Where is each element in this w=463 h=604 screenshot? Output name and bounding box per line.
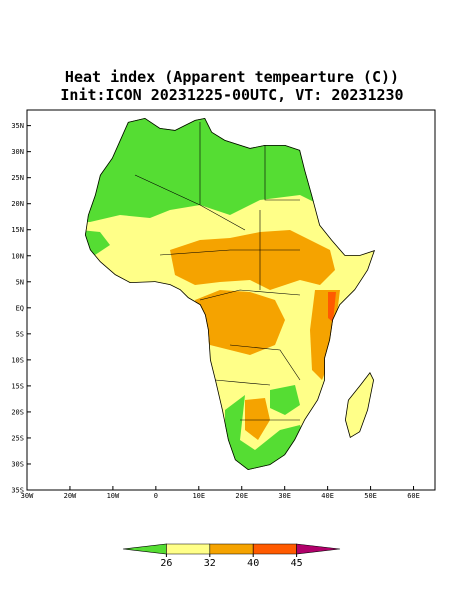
y-tick-label: 15S [11,382,24,390]
title: Heat index (Apparent tempearture (C)) [65,68,399,86]
x-tick-label: 40E [321,492,334,500]
colorbar-swatch [122,543,167,555]
subtitle: Init:ICON 20231225-00UTC, VT: 20231230 [60,86,403,104]
x-tick-label: 50E [364,492,377,500]
x-tick-label: 20E [235,492,248,500]
colorbar-tick-label: 45 [291,558,303,569]
y-tick-label: 10N [11,252,24,260]
x-tick-label: 10W [107,492,120,500]
y-tick-label: 10S [11,356,24,364]
y-tick-label: 30N [11,148,24,156]
colorbar-tick-label: 26 [160,558,172,569]
colorbar-tick-label: 40 [247,558,259,569]
colorbar: 26 32 40 45 [122,543,341,569]
y-tick-label: 5N [16,278,24,286]
y-tick-label: EQ [16,304,24,312]
x-tick-label: 10E [192,492,205,500]
y-tick-label: 20N [11,200,24,208]
x-tick-label: 20W [64,492,77,500]
borders [134,122,301,421]
y-tick-label: 30S [11,460,24,468]
colorbar-swatch [209,543,254,555]
field-green [270,385,300,415]
y-tick-label: 25N [11,174,24,182]
colorbar-swatch [252,543,297,555]
y-tick-label: 15N [11,226,24,234]
x-tick-label: 60E [407,492,420,500]
y-tick-label: 5S [16,330,24,338]
field-orange [245,398,270,440]
field-orange [195,290,285,355]
y-tick-label: 35S [11,487,24,495]
y-tick-label: 35N [11,122,24,130]
colorbar-swatch [296,543,341,555]
field-red [328,292,336,322]
y-tick-label: 25S [11,434,24,442]
x-tick-label: 30E [278,492,291,500]
field-orange [170,230,335,290]
colorbar-swatch [166,543,211,555]
x-tick-label: 30W [21,492,34,500]
y-tick-label: 20S [11,408,24,416]
x-tick-label: 0 [154,492,158,500]
colorbar-tick-label: 32 [204,558,216,569]
axis-ticks: 30W 20W 10W 0 10E 20E 30E 40E 50E 60E 35N 30N 25N 20N… [11,122,420,500]
